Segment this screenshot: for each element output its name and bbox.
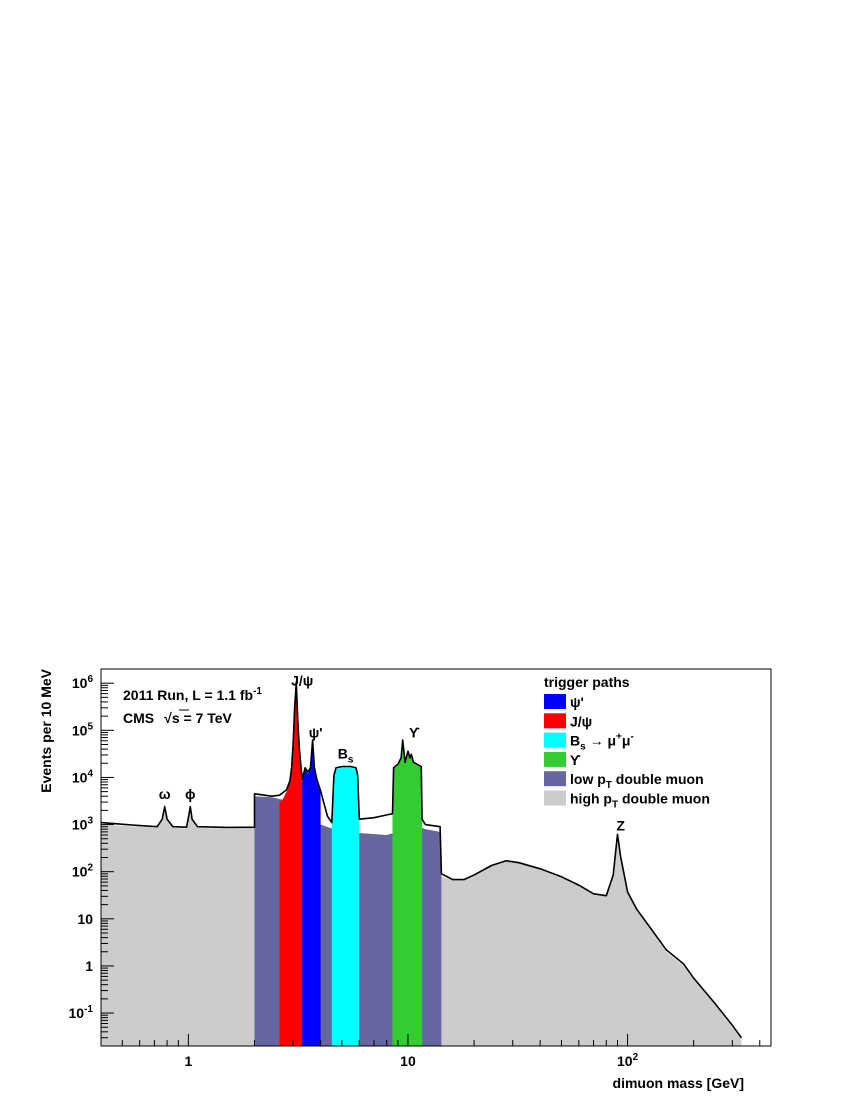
legend-swatch-4 [544,771,566,787]
series-area-3 [302,740,321,1046]
run-info: 2011 Run, L = 1.1 fb-1 CMS √s = 7 TeV [123,686,262,726]
legend-swatch-3 [544,751,566,767]
x-tick-label-0: 1 [184,1053,192,1069]
peak-label-series-0: ω [159,786,171,802]
y-tick-label-3: 102 [72,863,94,880]
series-area-5 [392,740,423,1046]
peak-label-series-1: ϕ [185,786,196,802]
x-tick-label-1: 10 [400,1053,416,1069]
peak-label-series-5: ϒ [409,725,420,741]
legend-swatch-0 [544,694,566,709]
legend-swatch-5 [544,790,566,806]
legend-label-0: ψ' [570,694,584,710]
y-tick-label-7: 106 [72,674,94,691]
legend-label-3: ϒ [570,752,581,768]
y-tick-label-2: 10 [77,911,93,927]
y-tick-label-0: 10-1 [69,1004,94,1021]
series-area-2 [279,683,304,1046]
axis-ticks [100,668,761,1047]
legend-label-1: J/ψ [570,713,592,729]
y-tick-label-6: 105 [72,721,94,738]
run-luminosity-text: 2011 Run, L = 1.1 fb-1 [123,686,262,703]
peak-label-j-2: J/ψ [291,672,313,688]
y-tick-label-5: 104 [72,768,94,785]
y-tick-label-4: 103 [72,816,94,833]
y-axis-label: Events per 10 MeV [38,668,54,792]
energy-text: CMS √s = 7 TeV [123,710,233,726]
legend-swatch-2 [544,732,566,748]
legend-label-4: low pT double muon [570,771,704,791]
x-axis-label: dimuon mass [GeV] [613,1075,744,1091]
peak-label-series-3: ψ' [309,725,323,741]
y-tick-label-1: 1 [85,958,93,974]
series-area-4 [331,767,360,1046]
legend-swatch-1 [544,713,566,729]
peak-label-z-6: Z [616,817,625,833]
series-areas [101,683,742,1046]
legend-title: trigger paths [544,674,630,690]
axis-tick-labels: 1 10 102 10-1 1 10 102 103 104 105 106 [69,674,639,1069]
x-tick-label-2: 102 [617,1052,639,1069]
peak-labels: ω ϕ J/ψ ψ' Bs ϒ Z [159,672,626,833]
series-line-total [101,681,743,1039]
total-line-group [101,681,743,1039]
legend-label-5: high pT double muon [570,791,710,811]
peak-label-b-4: Bs [338,746,354,766]
legend-label-2: Bs → μ+μ- [570,732,634,753]
